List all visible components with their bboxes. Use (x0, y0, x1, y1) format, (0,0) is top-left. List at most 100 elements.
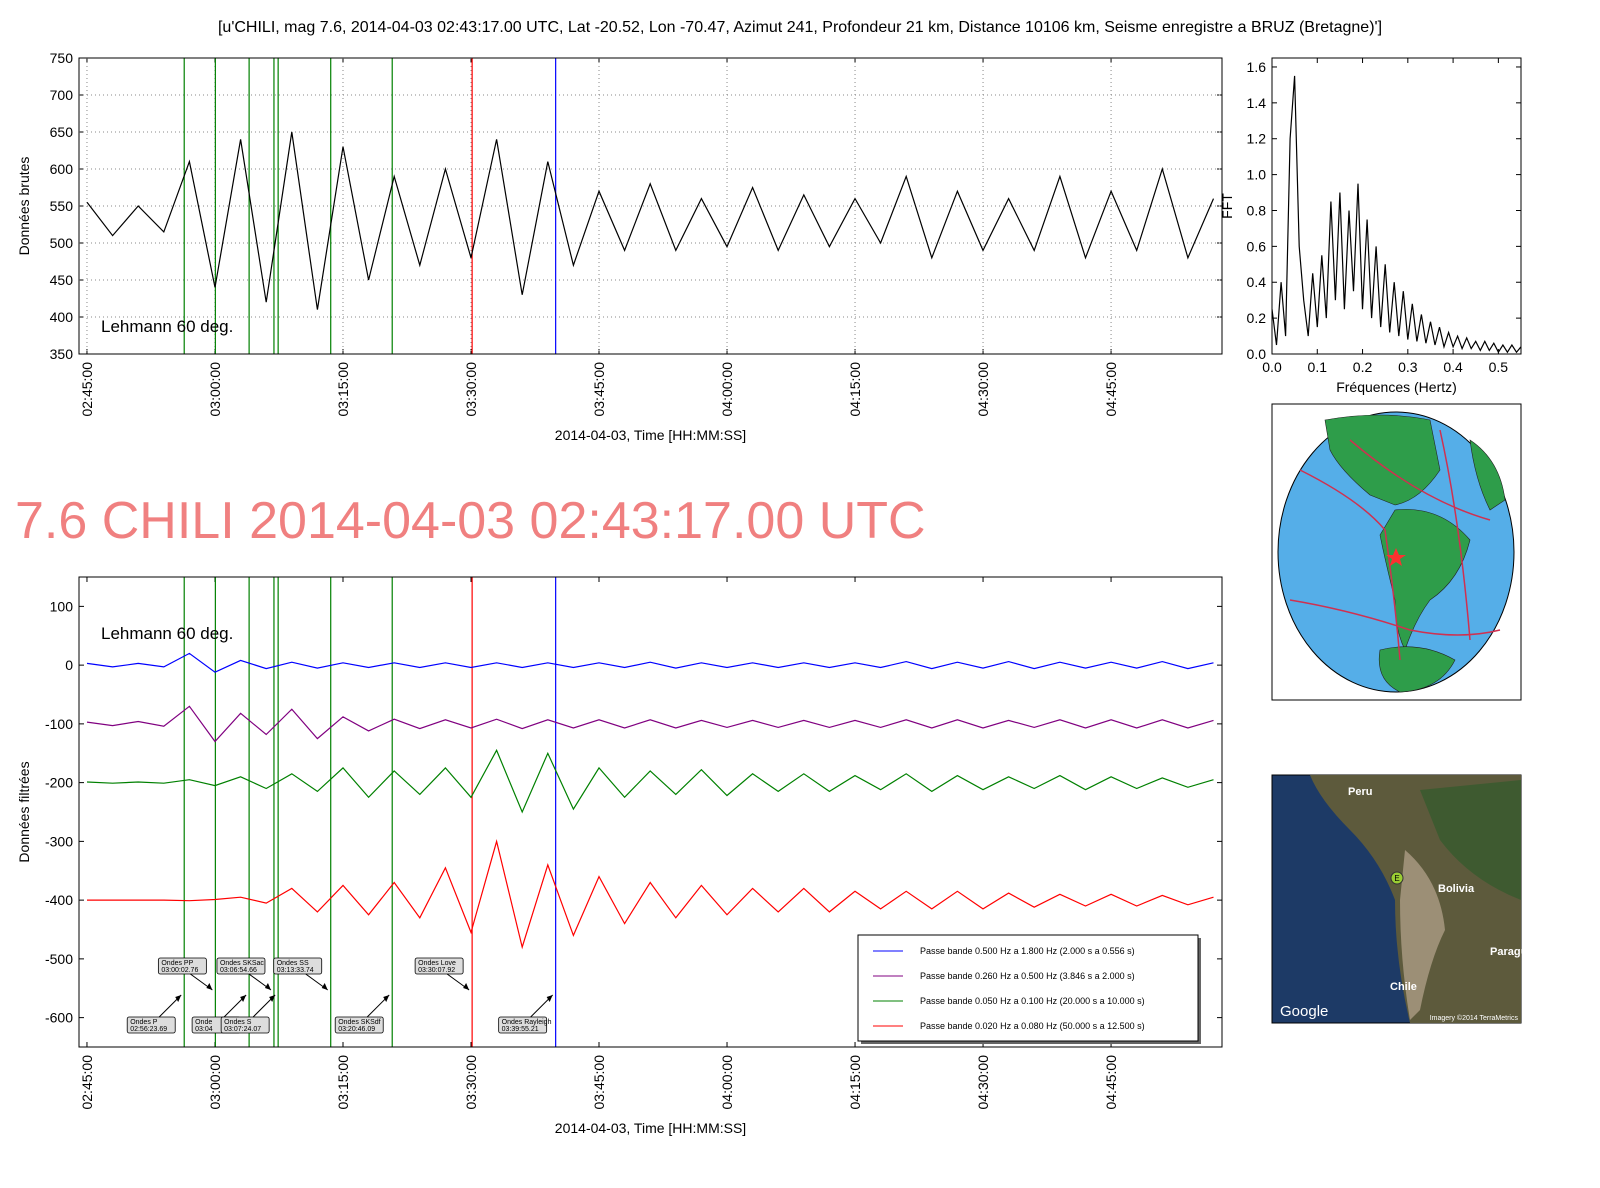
phase-time: 03:30:07.92 (418, 967, 455, 974)
phase-arrow-head (264, 983, 271, 990)
map-label: Peru (1348, 786, 1372, 798)
x-axis-label: 2014-04-03, Time [HH:MM:SS] (555, 427, 746, 443)
phase-name: Onde (195, 1019, 212, 1026)
phase-label: Ondes P02:56:23.69 (126, 994, 182, 1034)
x-tick-label: 04:00:00 (719, 362, 735, 417)
marker-label: E (1394, 874, 1399, 883)
headline: 7.6 CHILI 2014-04-03 02:43:17.00 UTC (15, 492, 926, 550)
annotation: Lehmann 60 deg. (101, 317, 233, 336)
x-tick-label: 02:45:00 (79, 1055, 95, 1110)
legend-label: Passe bande 0.500 Hz a 1.800 Hz (2.000 s… (920, 946, 1135, 956)
phase-time: 02:56:23.69 (130, 1026, 167, 1033)
y-tick-label: 600 (50, 161, 74, 177)
plot-frame (78, 57, 1223, 355)
y-tick-label: -100 (45, 716, 73, 732)
y-tick-label: -200 (45, 775, 73, 791)
phase-arrow-head (206, 983, 213, 990)
x-tick-label: 03:30:00 (463, 362, 479, 417)
x-tick-label: 04:30:00 (975, 362, 991, 417)
continent (1379, 509, 1471, 651)
phase-label-box (414, 957, 464, 975)
phase-label: Ondes S03:07:24.07 (220, 994, 276, 1034)
y-tick-label: 650 (50, 124, 74, 140)
y-axis-label: Données filtrées (16, 761, 32, 862)
x-tick-label: 04:00:00 (719, 1055, 735, 1110)
y-axis-label: Données brutes (16, 157, 32, 256)
continent (1378, 646, 1456, 693)
figure-title: [u'CHILI, mag 7.6, 2014-04-03 02:43:17.0… (218, 19, 1382, 36)
legend-label: Passe bande 0.020 Hz a 0.080 Hz (50.000 … (920, 1021, 1145, 1031)
phase-time: 03:00:02.76 (161, 967, 198, 974)
x-tick-label: 03:15:00 (335, 362, 351, 417)
y-tick-label: 0.2 (1247, 310, 1267, 326)
phase-arrow-head (321, 983, 328, 990)
phase-name: Ondes Rayleigh (502, 1019, 552, 1026)
land (1400, 850, 1445, 1020)
globe-map (1271, 403, 1522, 701)
y-tick-label: 550 (50, 198, 74, 214)
plot-frame (78, 576, 1223, 1048)
y-tick-label: 450 (50, 272, 74, 288)
series-line (86, 652, 1214, 673)
epicenter-star (1386, 548, 1406, 566)
map-label: Bolivia (1438, 883, 1475, 895)
phase-label-box (334, 1016, 384, 1034)
map-credit: Imagery ©2014 TerraMetrics (1430, 1014, 1519, 1022)
plot-frame (1271, 57, 1522, 355)
phase-label-box (273, 957, 323, 975)
phase-label-box (157, 957, 207, 975)
x-tick-label: 03:00:00 (207, 1055, 223, 1110)
y-tick-label: -400 (45, 892, 73, 908)
x-tick-label: 0.4 (1443, 359, 1463, 375)
x-tick-label: 03:30:00 (463, 1055, 479, 1110)
x-tick-label: 04:15:00 (847, 1055, 863, 1110)
phase-label-box (498, 1016, 548, 1034)
satellite-map: E Peru Bolivia Paragu Chile Google Image… (1271, 774, 1527, 1024)
x-tick-label: 0.0 (1262, 359, 1282, 375)
map-logo: Google (1280, 1003, 1328, 1020)
phase-time: 03:39:55.21 (502, 1026, 539, 1033)
x-tick-label: 04:30:00 (975, 1055, 991, 1110)
x-tick-label: 04:15:00 (847, 362, 863, 417)
continent (1469, 439, 1506, 511)
phase-arrow-head (240, 995, 247, 1002)
land (1420, 780, 1521, 900)
phase-time: 03:20:46.09 (338, 1026, 375, 1033)
legend-label: Passe bande 0.260 Hz a 0.500 Hz (3.846 s… (920, 971, 1135, 981)
y-tick-label: 100 (50, 598, 74, 614)
y-tick-label: 0.0 (1247, 346, 1267, 362)
y-tick-label: 0.8 (1247, 202, 1267, 218)
y-tick-label: 0.4 (1247, 274, 1267, 290)
x-tick-label: 02:45:00 (79, 362, 95, 417)
y-tick-label: 1.2 (1247, 131, 1267, 147)
series-line (87, 839, 1214, 950)
x-tick-label: 03:00:00 (207, 362, 223, 417)
y-tick-label: 400 (50, 309, 74, 325)
series-line (86, 131, 1215, 310)
series-line (1272, 75, 1521, 354)
phase-arrow-head (546, 995, 553, 1002)
legend-box (857, 934, 1199, 1042)
map-marker (1390, 871, 1404, 885)
y-tick-label: 0 (65, 657, 73, 673)
y-tick-label: 1.4 (1247, 95, 1267, 111)
x-tick-label: 03:45:00 (591, 1055, 607, 1110)
phase-name: Ondes Love (418, 960, 456, 967)
phase-label-box (126, 1016, 176, 1034)
phase-time: 03:07:24.07 (224, 1026, 261, 1033)
y-tick-label: 700 (50, 87, 74, 103)
x-tick-label: 03:45:00 (591, 362, 607, 417)
x-tick-label: 0.1 (1308, 359, 1328, 375)
phase-time: 03:06:54.66 (220, 967, 257, 974)
phase-name: Ondes SKSac (220, 960, 264, 967)
map-label: Paragu (1490, 946, 1527, 958)
y-tick-label: -500 (45, 951, 73, 967)
y-tick-label: 0.6 (1247, 238, 1267, 254)
series-line (86, 705, 1214, 743)
